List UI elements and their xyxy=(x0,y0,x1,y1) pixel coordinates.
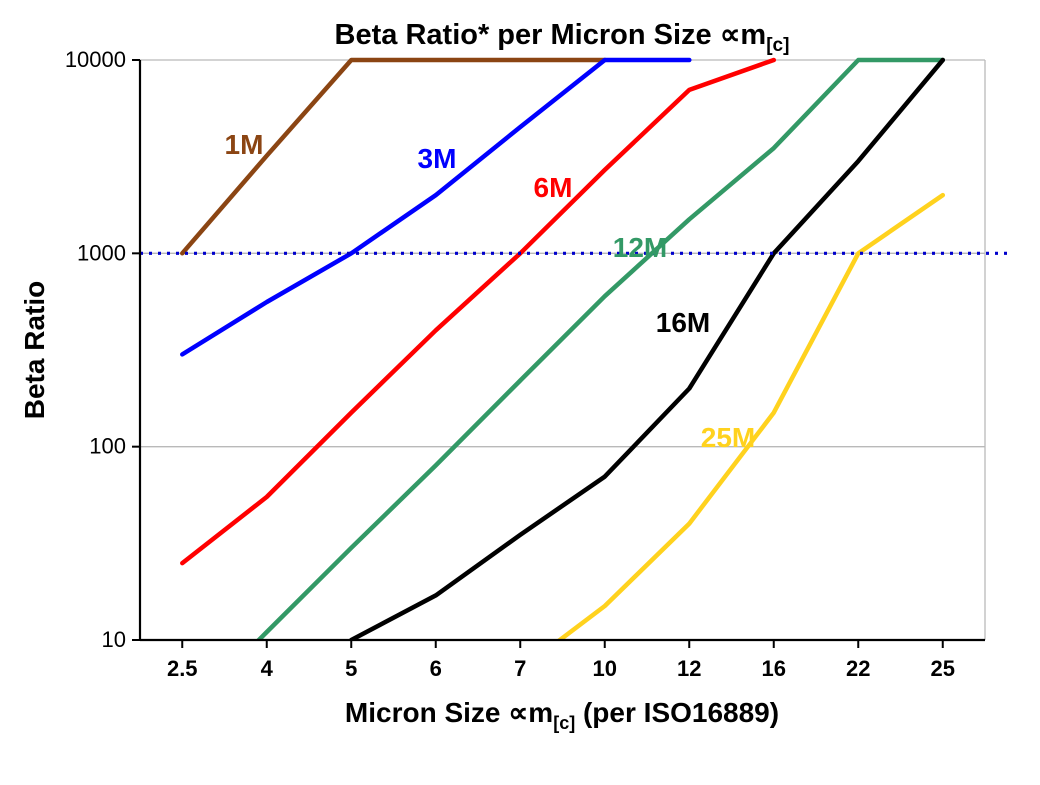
series-label-12M: 12M xyxy=(613,232,667,263)
x-tick-label: 7 xyxy=(514,656,526,681)
x-tick-label: 2.5 xyxy=(167,656,198,681)
x-tick-label: 25 xyxy=(931,656,955,681)
series-layer xyxy=(180,57,946,640)
series-label-25M: 25M xyxy=(701,422,755,453)
y-tick-label: 1000 xyxy=(77,240,126,265)
series-label-6M: 6M xyxy=(534,172,573,203)
x-tick-label: 22 xyxy=(846,656,870,681)
series-labels-layer: 1M 3M 6M 12M 16M 25M xyxy=(225,129,756,453)
series-line-12M xyxy=(255,57,946,640)
gridlines-layer xyxy=(140,59,986,641)
x-axis-title-suffix: (per ISO16889) xyxy=(575,697,779,728)
chart-title: Beta Ratio* per Micron Size ∝m[c] xyxy=(335,19,790,56)
x-tick-label: 16 xyxy=(762,656,786,681)
x-tick-label: 12 xyxy=(677,656,701,681)
x-tick-label: 4 xyxy=(261,656,274,681)
series-label-16M: 16M xyxy=(656,307,710,338)
y-tick-label: 10000 xyxy=(65,47,126,72)
x-axis-title: Micron Size ∝m[c] (per ISO16889) xyxy=(345,697,779,733)
chart-title-symbol: ∝m xyxy=(720,19,767,51)
series-line-3M xyxy=(180,57,692,357)
axes-layer: 10 100 1000 10000 2.5 4 5 6 7 10 12 16 22 25 xyxy=(65,47,985,681)
series-line-16M xyxy=(349,57,946,640)
x-tick-label: 6 xyxy=(430,656,442,681)
series-label-1M: 1M xyxy=(225,129,264,160)
x-tick-label: 10 xyxy=(593,656,617,681)
series-line-6M xyxy=(180,57,777,566)
x-axis-title-symbol: ∝m xyxy=(508,697,553,728)
x-tick-label: 5 xyxy=(345,656,357,681)
chart-title-subscript: [c] xyxy=(766,35,789,56)
y-axis-title: Beta Ratio xyxy=(19,281,50,419)
chart-title-text: Beta Ratio* per Micron Size xyxy=(335,19,720,51)
series-label-3M: 3M xyxy=(418,143,457,174)
series-line-25M xyxy=(556,192,946,640)
x-axis-title-subscript: [c] xyxy=(553,713,575,733)
series-line-1M xyxy=(180,57,608,256)
y-tick-label: 100 xyxy=(89,434,126,459)
x-axis-title-text: Micron Size xyxy=(345,697,508,728)
y-tick-label: 10 xyxy=(102,627,126,652)
